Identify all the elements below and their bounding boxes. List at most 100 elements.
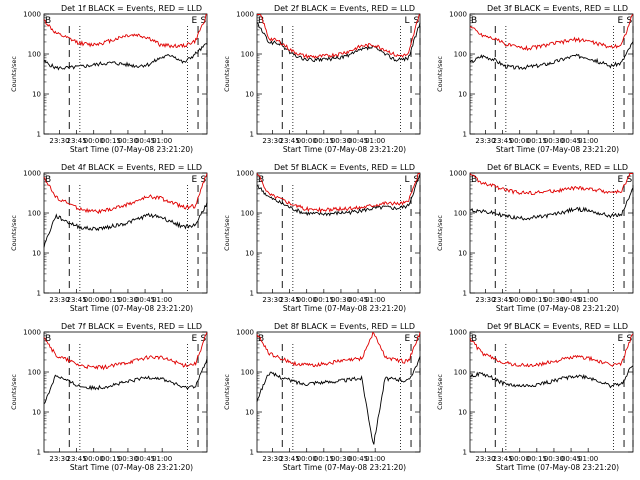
x-tick-label: 00:00 xyxy=(510,455,530,463)
x-tick-label: 23:30 xyxy=(262,296,282,304)
x-tick-label: 00:30 xyxy=(118,296,138,304)
chart-panel: Det 5f BLACK = Events, RED = LLD 1 10 100 10… xyxy=(223,163,421,313)
chart-panel: Det 8f BLACK = Events, RED = LLD 1 10 100 10… xyxy=(223,322,421,472)
y-axis-label: Counts/sec xyxy=(436,374,444,410)
x-tick-label: 00:30 xyxy=(118,455,138,463)
marker-label: E xyxy=(617,334,623,344)
plot-frame xyxy=(43,172,208,294)
marker-label: S xyxy=(626,334,632,344)
chart-title: Det 4f BLACK = Events, RED = LLD xyxy=(61,163,202,172)
y-axis-label: Counts/sec xyxy=(10,56,18,92)
y-tick-label: 100 xyxy=(241,369,254,377)
y-tick-label: 100 xyxy=(454,51,467,59)
y-axis-label: Counts/sec xyxy=(223,215,231,251)
x-tick-label: 00:00 xyxy=(510,137,530,145)
x-axis-label: Start Time (07-May-08 23:21:20) xyxy=(496,304,619,313)
x-axis-label: Start Time (07-May-08 23:21:20) xyxy=(70,304,193,313)
x-tick-label: 23:45 xyxy=(280,137,300,145)
y-tick-label: 1 xyxy=(463,449,467,457)
x-tick-label: 00:00 xyxy=(84,296,104,304)
x-tick-label: 00:00 xyxy=(510,296,530,304)
y-axis-label: Counts/sec xyxy=(436,215,444,251)
chart-panel: Det 6f BLACK = Events, RED = LLD 1 10 100 10… xyxy=(436,163,634,313)
y-tick-label: 10 xyxy=(458,250,467,258)
x-tick-label: 00:30 xyxy=(331,137,351,145)
series-black-events xyxy=(469,187,634,221)
y-tick-label: 1 xyxy=(463,131,467,139)
x-tick-label: 01:00 xyxy=(365,296,385,304)
series-black-events xyxy=(256,21,421,63)
marker-label: L xyxy=(404,16,409,26)
chart-title: Det 8f BLACK = Events, RED = LLD xyxy=(274,322,415,331)
y-axis-label: Counts/sec xyxy=(223,56,231,92)
x-tick-label: 00:15 xyxy=(101,296,121,304)
x-tick-label: 00:15 xyxy=(101,455,121,463)
y-tick-label: 1000 xyxy=(449,170,467,178)
x-tick-label: 00:30 xyxy=(544,296,564,304)
chart-panel: Det 3f BLACK = Events, RED = LLD 1 10 100 10… xyxy=(436,4,634,154)
series-red-lld xyxy=(469,333,634,368)
x-tick-label: 00:00 xyxy=(297,455,317,463)
y-tick-label: 1 xyxy=(37,290,41,298)
marker-b-label: B xyxy=(471,334,477,344)
y-axis-label: Counts/sec xyxy=(436,56,444,92)
x-tick-label: 23:30 xyxy=(475,296,495,304)
x-tick-label: 23:45 xyxy=(280,455,300,463)
marker-b-label: B xyxy=(45,334,51,344)
x-tick-label: 00:30 xyxy=(118,137,138,145)
plot-frame xyxy=(469,172,634,294)
y-tick-label: 10 xyxy=(245,409,254,417)
chart-panel: Det 9f BLACK = Events, RED = LLD 1 10 100 10… xyxy=(436,322,634,472)
y-tick-label: 1 xyxy=(250,449,254,457)
x-tick-label: 00:45 xyxy=(348,455,368,463)
y-tick-label: 100 xyxy=(454,369,467,377)
x-tick-label: 00:15 xyxy=(101,137,121,145)
y-tick-label: 1000 xyxy=(449,329,467,337)
chart-title: Det 2f BLACK = Events, RED = LLD xyxy=(274,4,415,13)
x-tick-label: 00:15 xyxy=(527,455,547,463)
series-black-events xyxy=(43,43,208,71)
x-tick-label: 00:45 xyxy=(561,455,581,463)
y-tick-label: 10 xyxy=(245,91,254,99)
marker-b-label: B xyxy=(471,16,477,26)
x-tick-label: 01:00 xyxy=(365,137,385,145)
y-tick-label: 100 xyxy=(28,51,41,59)
x-tick-label: 23:45 xyxy=(493,455,513,463)
y-tick-label: 10 xyxy=(32,250,41,258)
plot-frame xyxy=(43,13,208,135)
plot-frame xyxy=(43,331,208,453)
x-axis-label: Start Time (07-May-08 23:21:20) xyxy=(496,145,619,154)
x-tick-label: 00:00 xyxy=(84,455,104,463)
series-black-events xyxy=(469,41,634,70)
x-tick-label: 00:45 xyxy=(135,455,155,463)
chart-title: Det 6f BLACK = Events, RED = LLD xyxy=(487,163,628,172)
x-tick-label: 00:00 xyxy=(84,137,104,145)
y-tick-label: 10 xyxy=(32,409,41,417)
x-axis-label: Start Time (07-May-08 23:21:20) xyxy=(496,463,619,472)
marker-b-label: B xyxy=(471,175,477,185)
x-axis-label: Start Time (07-May-08 23:21:20) xyxy=(70,463,193,472)
y-tick-label: 1000 xyxy=(236,329,254,337)
x-tick-label: 00:30 xyxy=(544,137,564,145)
series-red-lld xyxy=(256,173,420,214)
marker-label: E xyxy=(191,334,197,344)
y-tick-label: 100 xyxy=(454,210,467,218)
x-tick-label: 00:45 xyxy=(135,137,155,145)
plot-frame xyxy=(469,13,634,135)
y-tick-label: 100 xyxy=(28,369,41,377)
plot-frame xyxy=(256,172,421,294)
series-red-lld xyxy=(256,331,421,368)
chart-panel: Det 2f BLACK = Events, RED = LLD 1 10 100 10… xyxy=(223,4,421,154)
marker-b-label: B xyxy=(45,16,51,26)
chart-title: Det 5f BLACK = Events, RED = LLD xyxy=(274,163,415,172)
x-tick-label: 01:00 xyxy=(578,455,598,463)
y-tick-label: 1 xyxy=(250,290,254,298)
y-tick-label: 1000 xyxy=(236,170,254,178)
y-tick-label: 10 xyxy=(458,91,467,99)
marker-label: E xyxy=(404,334,410,344)
x-tick-label: 00:15 xyxy=(527,296,547,304)
marker-label: S xyxy=(200,334,206,344)
x-tick-label: 23:45 xyxy=(67,296,87,304)
x-tick-label: 23:30 xyxy=(262,137,282,145)
